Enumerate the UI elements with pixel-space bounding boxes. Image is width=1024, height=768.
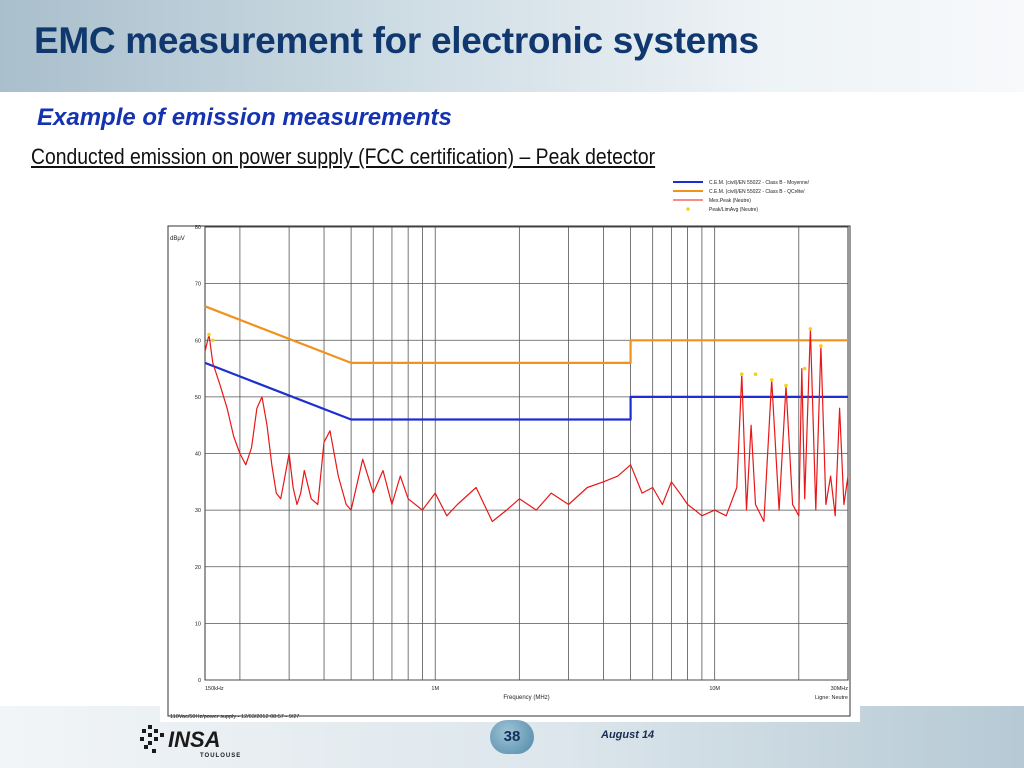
- series-line-2: [204, 328, 849, 523]
- legend-label: C.E.M. (civil)/EN 55022 - Class B - QCrê…: [709, 189, 805, 195]
- y-tick-label: 20: [195, 565, 201, 571]
- peak-marker: [808, 327, 813, 331]
- legend-label: Peak/LimAvg (Neutre): [709, 207, 758, 213]
- peak-marker: [211, 338, 215, 343]
- peak-marker: [769, 378, 774, 382]
- y-tick-label: 50: [195, 395, 201, 401]
- legend-label: Mes.Peak (Neutre): [709, 198, 751, 204]
- emission-chart: 0 10 20 30 40 50 60 70 80 dBµV 150kHz 1M 10M 30MHz Fre…: [167, 180, 851, 720]
- chart-footer-left: 110Vac/50Hz/power supply - 12/03/2012 08…: [170, 714, 299, 720]
- peak-marker: [802, 366, 807, 371]
- y-tick-label: 30: [195, 508, 201, 514]
- slide-caption: Conducted emission on power supply (FCC …: [31, 144, 656, 169]
- y-tick-label: 80: [195, 225, 201, 231]
- x-tick-label: 150kHz: [205, 686, 224, 692]
- peak-marker: [784, 383, 788, 388]
- chart-panel: 0 10 20 30 40 50 60 70 80 dBµV 150kHz 1M 10M 30MHz Fre…: [160, 170, 860, 722]
- slide-date: August 14: [601, 729, 655, 741]
- legend-swatch: [686, 207, 690, 211]
- x-axis-label: Frequency (MHz): [503, 695, 549, 701]
- y-tick-label: 70: [195, 282, 201, 288]
- y-tick-label: 60: [195, 338, 201, 344]
- peak-marker: [739, 372, 744, 377]
- slide-title: EMC measurement for electronic systems: [34, 20, 759, 61]
- series-line-1: [204, 305, 848, 364]
- peak-marker: [207, 332, 211, 337]
- x-tick-label: 10M: [709, 686, 720, 692]
- x-tick-label: 1M: [431, 686, 439, 692]
- x-tick-label: 30MHz: [831, 686, 849, 692]
- peak-marker: [753, 372, 758, 377]
- y-tick-label: 10: [195, 621, 201, 627]
- legend-label: C.E.M. (civil)/EN 55022 - Class B - Moye…: [709, 180, 810, 186]
- y-axis-label: dBµV: [170, 236, 185, 242]
- chart-frame: [167, 225, 851, 717]
- chart-footer-right: Ligne: Neutre: [815, 695, 848, 701]
- y-tick-label: 40: [195, 452, 201, 458]
- slide-subtitle: Example of emission measurements: [37, 104, 452, 131]
- insa-logo: INSA TOULOUSE: [140, 725, 241, 759]
- header-band: [0, 0, 1024, 92]
- logo-subtext: TOULOUSE: [200, 753, 241, 759]
- series-line-0: [204, 361, 848, 421]
- peak-marker: [819, 344, 823, 348]
- y-tick-label: 0: [198, 678, 201, 684]
- page-number: 38: [490, 720, 534, 754]
- logo-text: INSA: [168, 727, 221, 752]
